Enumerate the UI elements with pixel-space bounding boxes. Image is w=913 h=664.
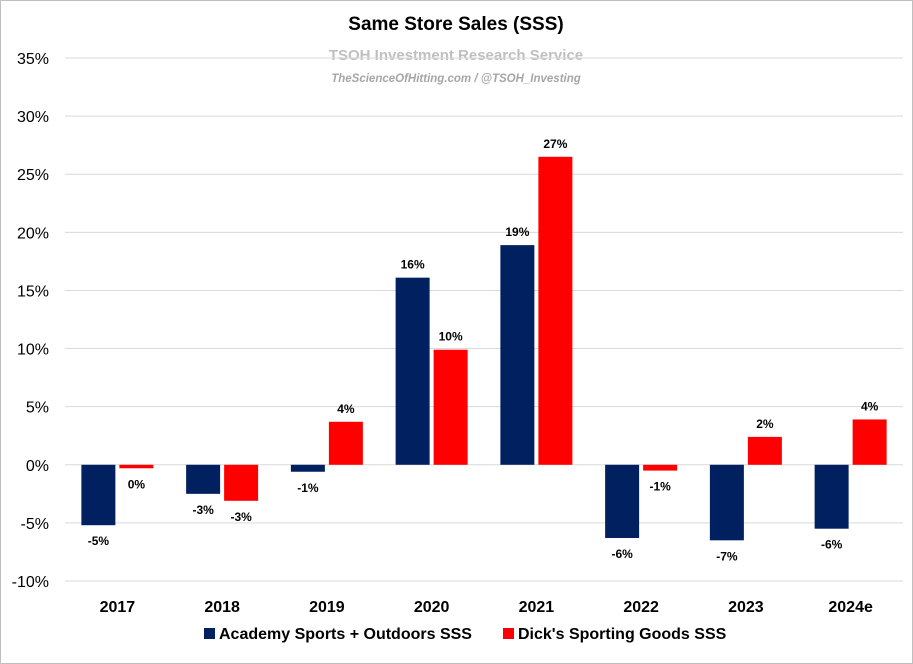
legend-swatch-dicks [503, 628, 514, 639]
legend-label-dicks: Dick's Sporting Goods SSS [518, 626, 727, 643]
gridlines [65, 57, 903, 582]
y-tick-label: 10% [17, 342, 49, 359]
dicks-data-label-2019: 4% [337, 402, 355, 416]
dicks-bar-2019 [328, 421, 363, 465]
x-tick-label-2023: 2023 [728, 599, 764, 616]
x-axis-ticks: 2017 2018 2019 2020 2021 2022 2023 2024e [100, 599, 873, 616]
dicks-data-label-2024e: 4% [861, 399, 879, 413]
y-tick-label: 30% [17, 109, 49, 126]
y-tick-label: -5% [21, 516, 49, 533]
dicks-data-label-2023: 2% [756, 417, 774, 431]
academy-data-label-2019: -1% [297, 481, 319, 495]
y-tick-label: 5% [26, 400, 49, 417]
dicks-data-label-2022: -1% [649, 480, 671, 494]
legend-swatch-academy [204, 628, 215, 639]
academy-bar-2024e [814, 464, 849, 529]
chart-title: Same Store Sales (SSS) [348, 14, 563, 35]
dicks-bar-2021 [538, 156, 573, 465]
y-tick-label: 15% [17, 283, 49, 300]
legend-label-academy: Academy Sports + Outdoors SSS [219, 626, 472, 643]
academy-bar-2021 [500, 245, 535, 465]
chart-credit: TheScienceOfHitting.com / @TSOH_Investin… [331, 73, 581, 85]
bars [81, 156, 887, 541]
dicks-data-label-2021: 27% [543, 137, 567, 151]
y-tick-label: 20% [17, 225, 49, 242]
dicks-bar-2020 [433, 349, 468, 465]
academy-bar-2022 [605, 464, 640, 538]
academy-data-label-2023: -7% [716, 549, 738, 563]
academy-data-label-2018: -3% [192, 503, 214, 517]
academy-data-label-2021: 19% [505, 225, 529, 239]
academy-data-label-2024e: -6% [821, 538, 843, 552]
dicks-bar-2017 [119, 464, 154, 469]
chart-subtitle: TSOH Investment Research Service [329, 47, 583, 64]
academy-bar-2023 [709, 464, 744, 541]
academy-bar-2018 [186, 464, 221, 494]
x-tick-label-2024e: 2024e [828, 599, 873, 616]
legend: Academy Sports + Outdoors SSS Dick's Spo… [204, 626, 727, 643]
x-tick-label-2021: 2021 [519, 599, 555, 616]
academy-data-label-2022: -6% [611, 547, 633, 561]
x-tick-label-2019: 2019 [309, 599, 345, 616]
x-tick-label-2017: 2017 [100, 599, 136, 616]
y-tick-label: -10% [12, 574, 49, 591]
dicks-data-label-2017: 0% [128, 477, 146, 491]
academy-bar-2020 [395, 277, 430, 465]
x-tick-label-2018: 2018 [204, 599, 240, 616]
academy-bar-2019 [290, 464, 325, 472]
dicks-bar-2018 [224, 464, 259, 501]
y-axis-ticks: -10% -5% 0% 5% 10% 15% 20% 25% 30% 35% [12, 51, 49, 591]
dicks-bar-2023 [747, 436, 782, 465]
y-tick-label: 35% [17, 51, 49, 68]
x-tick-label-2020: 2020 [414, 599, 450, 616]
y-tick-label: 25% [17, 167, 49, 184]
dicks-data-label-2018: -3% [230, 510, 252, 524]
academy-data-label-2020: 16% [401, 258, 425, 272]
dicks-bar-2024e [852, 419, 887, 465]
data-labels: -5% 0% -3% -3% -1% 4% 16% 10% 19% 27% -6% -1% -7% 2% -… [88, 137, 879, 564]
dicks-data-label-2020: 10% [439, 330, 463, 344]
academy-bar-2017 [81, 464, 116, 526]
academy-data-label-2017: -5% [88, 534, 110, 548]
x-tick-label-2022: 2022 [623, 599, 659, 616]
y-tick-label: 0% [26, 458, 49, 475]
dicks-bar-2022 [643, 464, 678, 471]
